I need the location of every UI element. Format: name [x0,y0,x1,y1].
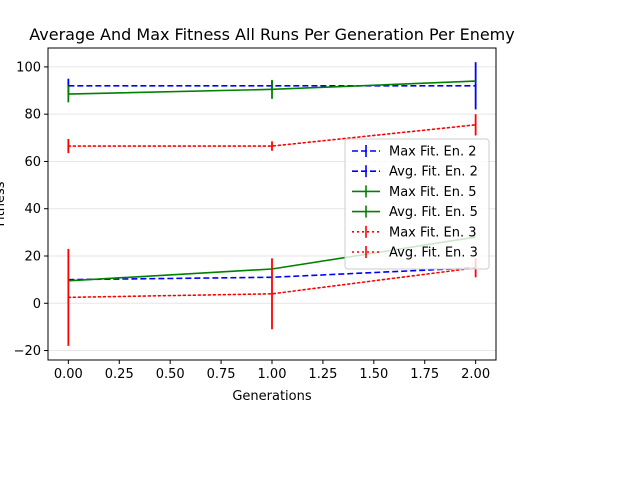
x-tick-label: 0.00 [54,367,83,382]
y-tick-label: 100 [16,60,41,75]
y-ticks: −20 0 20 40 60 80 100 [14,60,48,359]
legend-label: Max Fit. En. 5 [389,185,477,200]
y-tick-label: 0 [33,297,41,312]
x-tick-label: 2.00 [461,367,490,382]
legend-label: Avg. Fit. En. 3 [389,246,478,261]
x-tick-label: 1.75 [410,367,439,382]
y-tick-label: 80 [24,108,41,123]
y-tick-label: 40 [24,202,41,217]
x-ticks: 0.00 0.25 0.50 0.75 1.00 1.25 1.50 1.75 2.00 [54,360,490,382]
y-tick-label: 20 [24,250,41,265]
legend: Max Fit. En. 2 Avg. Fit. En. 2 Max Fit. En… [344,138,490,270]
x-tick-label: 0.25 [105,367,134,382]
chart-title: Average And Max Fitness All Runs Per Gen… [29,25,514,44]
legend-label: Avg. Fit. En. 2 [389,165,478,180]
legend-item: Max Fit. En. 3 [352,225,477,240]
legend-label: Max Fit. En. 2 [389,145,477,160]
legend-box [344,138,490,270]
legend-label: Avg. Fit. En. 5 [389,205,478,220]
legend-item: Avg. Fit. En. 2 [352,165,478,180]
x-tick-label: 1.25 [308,367,337,382]
x-tick-label: 0.50 [156,367,185,382]
y-axis-label: Fitness [0,181,8,226]
x-tick-label: 0.75 [207,367,236,382]
x-tick-label: 1.00 [258,367,287,382]
grid [48,66,496,352]
legend-item: Avg. Fit. En. 5 [352,205,478,220]
legend-item: Avg. Fit. En. 3 [352,246,478,261]
y-tick-label: 60 [24,155,41,170]
series-4 [67,114,477,154]
x-tick-label: 1.50 [359,367,388,382]
series-line [67,124,477,147]
legend-item: Max Fit. En. 2 [352,145,477,160]
legend-label: Max Fit. En. 3 [389,225,477,240]
y-tick-label: −20 [14,344,41,359]
plot-series [67,62,477,346]
series-line [67,267,477,299]
series-2 [67,79,476,103]
x-axis-label: Generations [232,389,312,404]
legend-item: Max Fit. En. 5 [352,185,477,200]
